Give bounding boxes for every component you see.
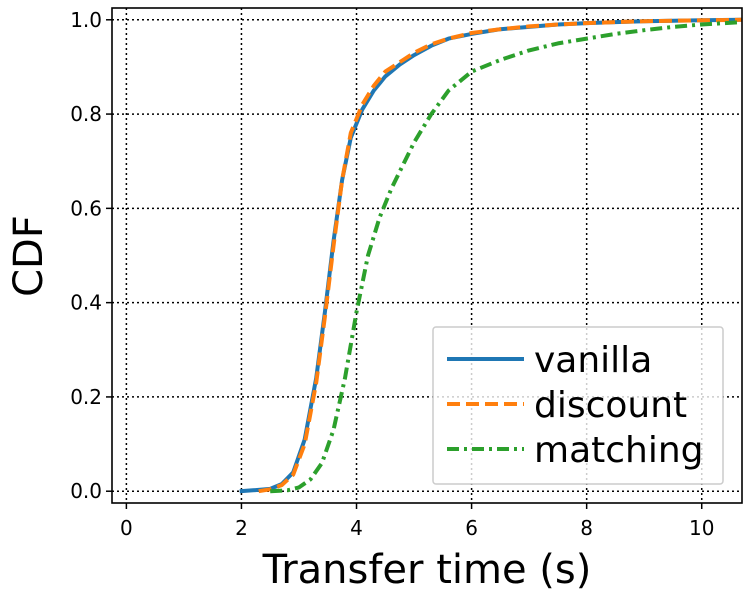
legend-label-discount: discount	[534, 385, 687, 426]
series-line-discount	[258, 17, 742, 494]
x-tick-label: 0	[120, 516, 133, 540]
x-tick-label: 10	[689, 516, 714, 540]
y-tick-label: 0.2	[70, 385, 102, 409]
y-tick-label: 0.6	[70, 196, 102, 220]
plot-frame	[111, 7, 743, 504]
y-tick-label: 1.0	[70, 8, 102, 32]
y-axis-label: CDF	[6, 215, 52, 297]
ticks: 0 2 4 6 8 10 0.0 0.2 0.4 0.6 0.8 1.0	[70, 8, 714, 540]
legend-label-vanilla: vanilla	[534, 340, 652, 381]
legend-frame	[432, 326, 724, 485]
series-layer	[239, 17, 742, 494]
y-tick-label: 0.4	[70, 291, 102, 315]
y-tick-label: 0.8	[70, 102, 102, 126]
x-axis-label: Transfer time (s)	[262, 547, 592, 593]
x-tick-label: 6	[465, 516, 478, 540]
legend-label-matching: matching	[534, 430, 704, 471]
x-tick-label: 4	[350, 516, 363, 540]
x-tick-label: 8	[580, 516, 593, 540]
x-tick-label: 2	[235, 516, 248, 540]
y-tick-label: 0.0	[70, 479, 102, 503]
